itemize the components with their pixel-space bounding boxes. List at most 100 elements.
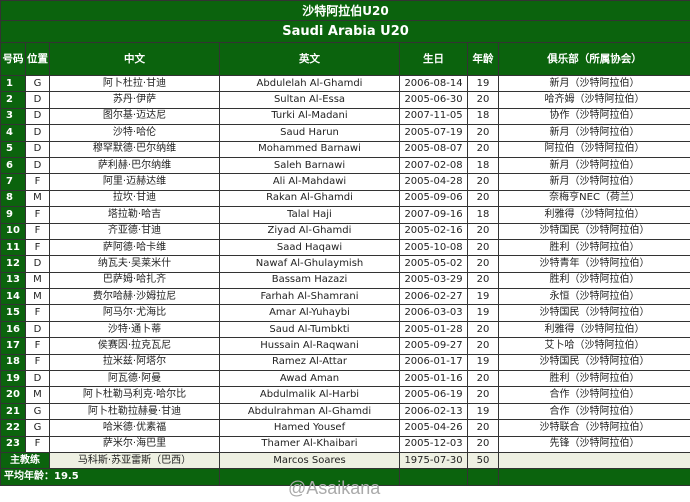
player-num: 15 xyxy=(0,304,26,322)
player-pos: D xyxy=(25,156,50,175)
player-num: 5 xyxy=(0,140,26,158)
player-cn: 苏丹·伊萨 xyxy=(49,91,220,109)
player-dob: 2005-10-08 xyxy=(399,238,468,257)
title-cn: 沙特阿拉伯U20 xyxy=(0,0,690,21)
player-num: 14 xyxy=(0,288,26,306)
player-row: 6 D 萨利赫·巴尔纳维 Saleh Barnawi 2007-02-08 18 新月（沙特… xyxy=(0,156,690,175)
player-club: 艾卜哈（沙特阿拉伯） xyxy=(497,337,690,355)
player-num: 16 xyxy=(0,320,26,339)
player-en: Ziyad Al-Ghamdi xyxy=(219,222,400,240)
player-cn: 阿里·迈赫达维 xyxy=(49,173,220,191)
player-dob: 2005-04-26 xyxy=(399,419,468,437)
player-dob: 2005-04-28 xyxy=(399,173,468,191)
player-club: 奈梅亨NEC（荷兰） xyxy=(497,189,690,208)
player-cn: 穆罕默德·巴尔纳维 xyxy=(49,140,220,158)
player-en: Bassam Hazazi xyxy=(219,271,400,290)
player-en: Awad Aman xyxy=(219,370,400,388)
player-pos: M xyxy=(25,288,50,306)
player-age: 20 xyxy=(467,435,499,453)
player-row: 19 D 阿瓦德·阿曼 Awad Aman 2005-01-16 20 胜利（沙特阿拉伯） xyxy=(0,370,690,388)
player-row: 17 F 侯赛因·拉克瓦尼 Hussain Al-Raqwani 2005-09-27 2… xyxy=(0,337,690,355)
player-dob: 2005-06-30 xyxy=(399,91,468,109)
player-age: 19 xyxy=(467,304,499,322)
player-row: 7 F 阿里·迈赫达维 Ali Al-Mahdawi 2005-04-28 20 新月（沙特… xyxy=(0,173,690,191)
player-row: 9 F 塔拉勒·哈吉 Talal Haji 2007-09-16 18 利雅得（沙特阿拉伯） xyxy=(0,206,690,224)
player-cn: 阿马尔·尤海比 xyxy=(49,304,220,322)
player-en: Thamer Al-Khaibari xyxy=(219,435,400,453)
player-en: Ramez Al-Attar xyxy=(219,353,400,372)
player-pos: F xyxy=(25,353,50,372)
player-row: 4 D 沙特·哈伦 Saud Harun 2005-07-19 20 新月（沙特阿拉伯） xyxy=(0,124,690,142)
player-age: 19 xyxy=(467,402,499,421)
player-cn: 塔拉勒·哈吉 xyxy=(49,206,220,224)
player-num: 7 xyxy=(0,173,26,191)
player-row: 8 M 拉坎·甘迪 Rakan Al-Ghamdi 2005-09-06 20 奈梅亨NEC… xyxy=(0,189,690,208)
player-en: Hamed Yousef xyxy=(219,419,400,437)
player-cn: 阿卜杜拉·甘迪 xyxy=(49,74,220,93)
player-club: 阿拉伯（沙特阿拉伯） xyxy=(497,140,690,158)
player-pos: F xyxy=(25,173,50,191)
coach-cn: 马科斯·苏亚雷斯（巴西） xyxy=(49,451,220,470)
player-row: 23 F 萨米尔·海巴里 Thamer Al-Khaibari 2005-12-03 20… xyxy=(0,435,690,453)
average-spacer xyxy=(219,468,400,486)
player-dob: 2005-02-16 xyxy=(399,222,468,240)
player-pos: D xyxy=(25,320,50,339)
player-num: 12 xyxy=(0,255,26,273)
player-age: 19 xyxy=(467,353,499,372)
player-en: Saleh Barnawi xyxy=(219,156,400,175)
player-dob: 2005-08-07 xyxy=(399,140,468,158)
player-row: 1 G 阿卜杜拉·甘迪 Abdulelah Al-Ghamdi 2006-08-14 19… xyxy=(0,74,690,93)
player-num: 11 xyxy=(0,238,26,257)
player-pos: M xyxy=(25,386,50,404)
player-cn: 巴萨姆·哈扎齐 xyxy=(49,271,220,290)
header-dob: 生日 xyxy=(399,42,468,76)
player-club: 利雅得（沙特阿拉伯） xyxy=(497,206,690,224)
header-age: 年龄 xyxy=(467,42,499,76)
player-club: 沙特国民（沙特阿拉伯） xyxy=(497,222,690,240)
player-age: 20 xyxy=(467,419,499,437)
player-dob: 2006-01-17 xyxy=(399,353,468,372)
player-age: 18 xyxy=(467,206,499,224)
player-cn: 拉米兹·阿塔尔 xyxy=(49,353,220,372)
player-age: 20 xyxy=(467,189,499,208)
player-row: 12 D 纳瓦夫·吴莱米什 Nawaf Al-Ghulaymish 2005-05-02… xyxy=(0,255,690,273)
player-dob: 2007-02-08 xyxy=(399,156,468,175)
player-dob: 2005-09-06 xyxy=(399,189,468,208)
player-club: 胜利（沙特阿拉伯） xyxy=(497,370,690,388)
player-en: Sultan Al-Essa xyxy=(219,91,400,109)
player-club: 合作（沙特阿拉伯） xyxy=(497,402,690,421)
player-en: Rakan Al-Ghamdi xyxy=(219,189,400,208)
player-pos: F xyxy=(25,304,50,322)
player-cn: 费尔哈赫·沙姆拉尼 xyxy=(49,288,220,306)
player-dob: 2006-02-27 xyxy=(399,288,468,306)
player-cn: 萨利赫·巴尔纳维 xyxy=(49,156,220,175)
player-num: 17 xyxy=(0,337,26,355)
player-age: 19 xyxy=(467,288,499,306)
player-dob: 2006-03-03 xyxy=(399,304,468,322)
player-pos: G xyxy=(25,402,50,421)
player-cn: 图尔基·迈达尼 xyxy=(49,107,220,126)
player-club: 哈齐姆（沙特阿拉伯） xyxy=(497,91,690,109)
average-spacer xyxy=(399,468,468,486)
player-cn: 侯赛因·拉克瓦尼 xyxy=(49,337,220,355)
player-row: 11 F 萨阿德·哈卡维 Saad Haqawi 2005-10-08 20 胜利（沙特阿拉… xyxy=(0,238,690,257)
player-age: 20 xyxy=(467,124,499,142)
player-club: 沙特青年（沙特阿拉伯） xyxy=(497,255,690,273)
player-en: Amar Al-Yuhaybi xyxy=(219,304,400,322)
player-age: 20 xyxy=(467,222,499,240)
player-num: 20 xyxy=(0,386,26,404)
player-num: 22 xyxy=(0,419,26,437)
player-en: Hussain Al-Raqwani xyxy=(219,337,400,355)
player-num: 1 xyxy=(0,74,26,93)
player-num: 13 xyxy=(0,271,26,290)
player-age: 19 xyxy=(467,74,499,93)
player-row: 5 D 穆罕默德·巴尔纳维 Mohammed Barnawi 2005-08-07 20 阿… xyxy=(0,140,690,158)
player-age: 20 xyxy=(467,91,499,109)
player-age: 18 xyxy=(467,156,499,175)
header-pos: 位置 xyxy=(25,42,50,76)
player-num: 23 xyxy=(0,435,26,453)
player-en: Farhah Al-Shamrani xyxy=(219,288,400,306)
player-cn: 阿瓦德·阿曼 xyxy=(49,370,220,388)
player-en: Talal Haji xyxy=(219,206,400,224)
squad-table: 沙特阿拉伯U20 Saudi Arabia U20 号码 位置 中文 英文 生日… xyxy=(0,0,690,486)
